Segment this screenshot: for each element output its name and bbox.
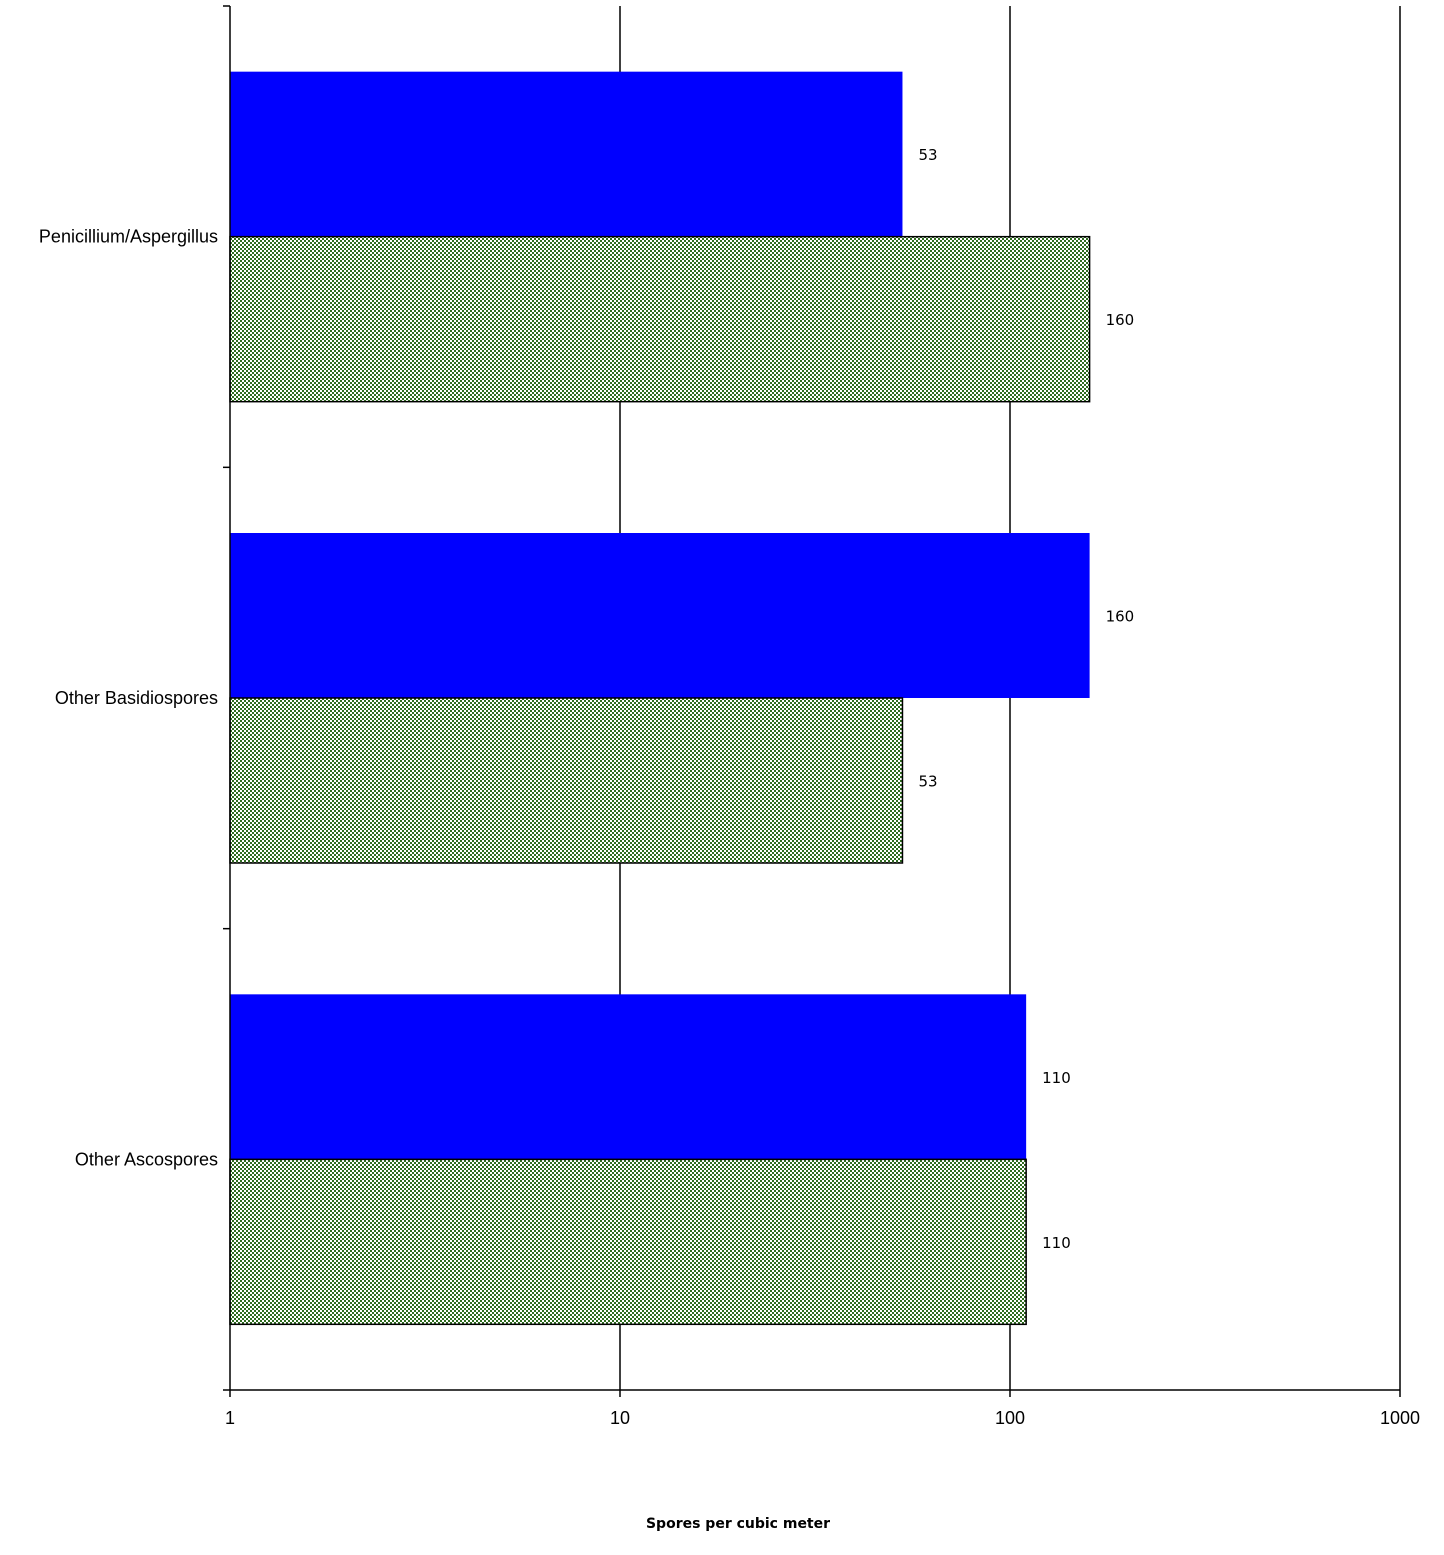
bar [230,994,1027,1160]
data-label: 53 [918,773,937,791]
tick-labels: 1 10 100 1000 [225,1408,1420,1428]
data-label: 110 [1042,1069,1071,1087]
data-labels: 53 160 160 53 110 110 [918,146,1134,1252]
x-tick-label: 10 [610,1408,630,1428]
bar [230,71,903,237]
bar [229,1158,1027,1326]
category-label: Other Basidiospores [55,688,218,708]
x-axis-title: Spores per cubic meter [646,1516,830,1532]
x-tick-label: 100 [995,1408,1025,1428]
bar [229,235,1091,403]
data-label: 110 [1042,1234,1071,1252]
category-label: Other Ascospores [75,1149,218,1169]
bars [229,71,1091,1326]
category-label: Penicillium/Aspergillus [39,227,218,247]
category-labels: Penicillium/Aspergillus Other Basidiospor… [39,227,218,1170]
bar [229,697,904,864]
x-tick-label: 1 [225,1408,235,1428]
data-label: 160 [1106,311,1135,329]
x-tick-label: 1000 [1380,1408,1420,1428]
bar [230,533,1090,698]
data-label: 53 [918,146,937,164]
data-label: 160 [1106,608,1135,626]
axes [223,5,1401,1397]
